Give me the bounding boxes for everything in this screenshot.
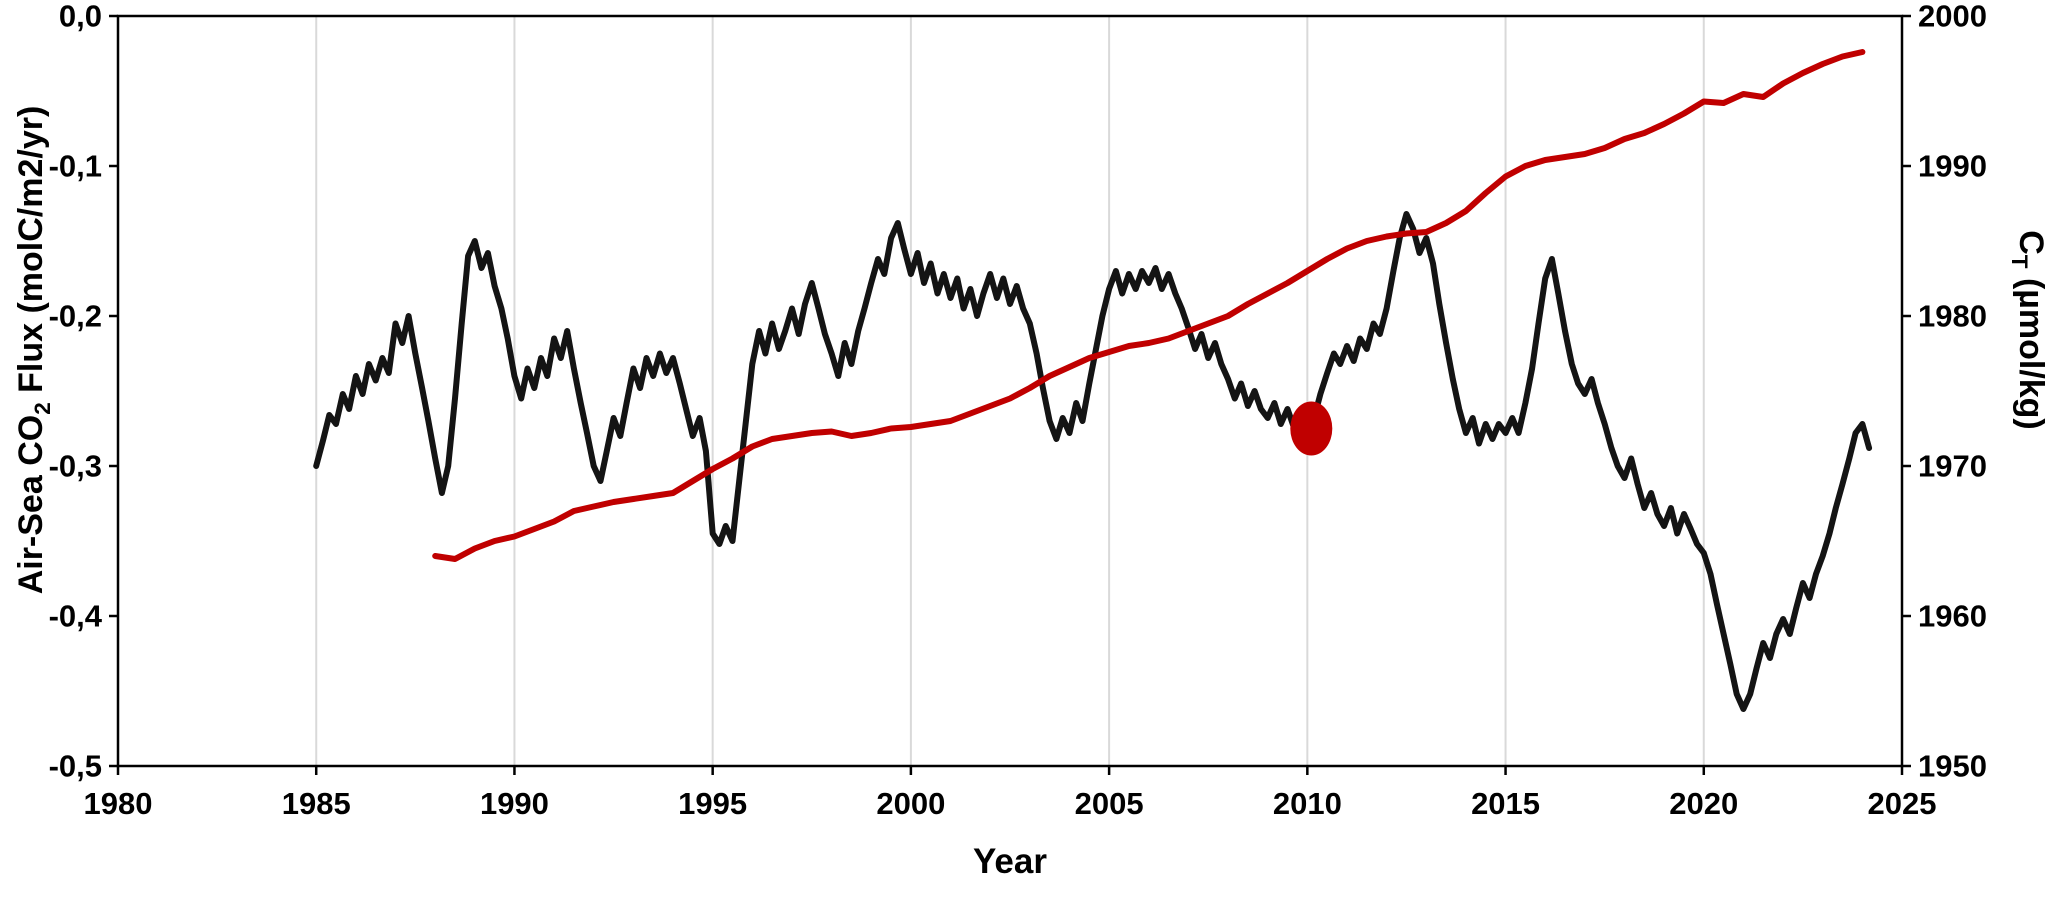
highlight-ellipse <box>1290 401 1333 456</box>
x-tick-label: 1990 <box>480 786 549 821</box>
series-ct <box>432 49 1866 562</box>
axis-title-text: Flux (molC/m2/yr) <box>12 105 51 403</box>
left-tick-label: -0,2 <box>49 299 102 334</box>
left-tick-label: -0,4 <box>49 599 103 634</box>
x-tick-label: 2025 <box>1868 786 1937 821</box>
plot-border <box>116 14 1904 768</box>
axis-title-text: C <box>2011 230 2050 255</box>
right-tick-label: 1980 <box>1918 299 1987 334</box>
x-tick-label: 2005 <box>1075 786 1144 821</box>
right-tick-label: 1990 <box>1918 149 1987 184</box>
axis-title-subscript: 2 <box>29 402 55 415</box>
left-tick-label: -0,1 <box>49 149 102 184</box>
left-tick-label: 0,0 <box>59 0 102 34</box>
x-tick-label: 2010 <box>1273 786 1342 821</box>
x-tick-label: 2000 <box>876 786 945 821</box>
right-tick-label: 1950 <box>1918 749 1987 784</box>
x-axis-title: Year <box>973 842 1047 881</box>
x-tick-label: 2020 <box>1669 786 1738 821</box>
axis-title-text: Air-Sea CO <box>12 414 51 595</box>
left-tick-label: -0,5 <box>49 749 102 784</box>
right-tick-label: 2000 <box>1918 0 1987 34</box>
x-tick-label: 1995 <box>678 786 747 821</box>
x-tick-label: 2015 <box>1471 786 1540 821</box>
right-axis-title: CT (µmol/kg) <box>2006 230 2050 430</box>
axis-title-text: (µmol/kg) <box>2011 268 2050 430</box>
left-axis-title: Air-Sea CO2 Flux (molC/m2/yr) <box>12 106 56 595</box>
x-tick-label: 1985 <box>282 786 351 821</box>
series-air-sea-co2-flux <box>313 211 1873 712</box>
x-tick-label: 1980 <box>84 786 153 821</box>
axis-title-subscript: T <box>2007 254 2033 269</box>
left-tick-label: -0,3 <box>49 449 102 484</box>
right-tick-label: 1960 <box>1918 599 1987 634</box>
right-tick-label: 1970 <box>1918 449 1987 484</box>
